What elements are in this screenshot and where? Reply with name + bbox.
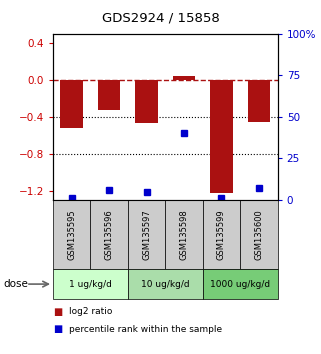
- Bar: [53, 200, 91, 269]
- Text: percentile rank within the sample: percentile rank within the sample: [69, 325, 222, 334]
- Text: log2 ratio: log2 ratio: [69, 307, 112, 316]
- Bar: [53, 269, 128, 299]
- Text: GDS2924 / 15858: GDS2924 / 15858: [102, 11, 219, 24]
- Bar: [135, 80, 158, 123]
- Text: 1000 ug/kg/d: 1000 ug/kg/d: [210, 280, 270, 289]
- Bar: [98, 80, 120, 110]
- Text: GSM135596: GSM135596: [105, 209, 114, 260]
- Text: ■: ■: [53, 324, 62, 334]
- Text: GSM135599: GSM135599: [217, 209, 226, 260]
- Bar: [128, 269, 203, 299]
- Text: GSM135597: GSM135597: [142, 209, 151, 260]
- Text: ■: ■: [53, 307, 62, 316]
- Bar: [203, 269, 278, 299]
- Bar: [128, 200, 165, 269]
- Text: 1 ug/kg/d: 1 ug/kg/d: [69, 280, 112, 289]
- Text: 10 ug/kg/d: 10 ug/kg/d: [141, 280, 190, 289]
- Bar: [91, 200, 128, 269]
- Bar: [165, 200, 203, 269]
- Bar: [173, 76, 195, 80]
- Text: GSM135600: GSM135600: [255, 209, 264, 260]
- Bar: [248, 80, 270, 122]
- Text: GSM135595: GSM135595: [67, 209, 76, 260]
- Text: GSM135598: GSM135598: [179, 209, 188, 260]
- Bar: [203, 200, 240, 269]
- Bar: [60, 80, 83, 128]
- Bar: [240, 200, 278, 269]
- Bar: [210, 80, 233, 193]
- Text: dose: dose: [3, 279, 28, 289]
